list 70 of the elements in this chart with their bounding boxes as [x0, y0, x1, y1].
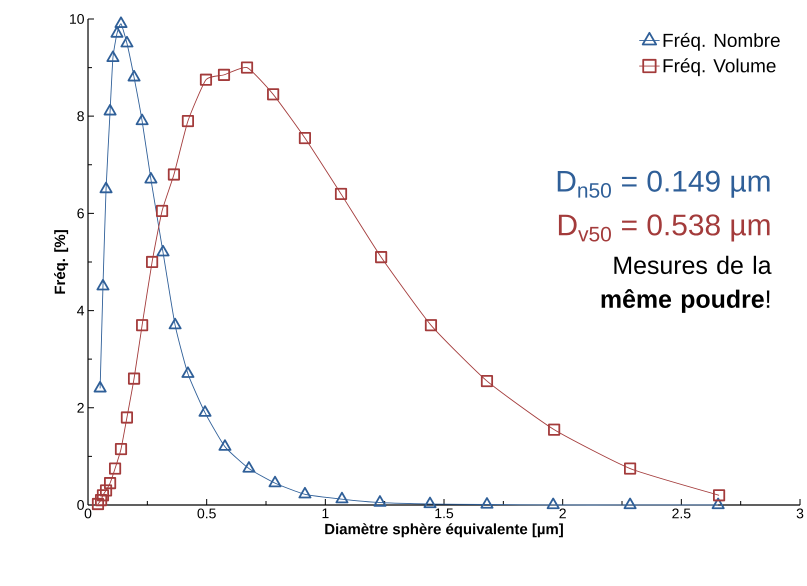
- point: [136, 319, 148, 332]
- point: [548, 424, 560, 436]
- point: [267, 88, 280, 100]
- y-tick-label: 2: [77, 402, 84, 413]
- point: [144, 172, 158, 184]
- point: [375, 251, 388, 264]
- y-axis-title: Fréq. [%]: [54, 230, 68, 294]
- y-tick-label: 10: [70, 14, 84, 24]
- point: [182, 114, 194, 128]
- point: [424, 496, 437, 508]
- point: [240, 62, 254, 74]
- point: [298, 486, 312, 498]
- point: [480, 497, 494, 509]
- x-tick-label: 1: [322, 508, 329, 518]
- point: [120, 36, 134, 48]
- point: [146, 256, 158, 268]
- point: [242, 461, 256, 473]
- point: [106, 50, 120, 62]
- point: [480, 374, 494, 388]
- point: [128, 372, 140, 385]
- point: [128, 70, 141, 82]
- x-tick-label: 0: [84, 508, 92, 518]
- point: [546, 498, 560, 510]
- x-axis-title: Diamètre sphère équivalente [µm]: [325, 523, 563, 538]
- point: [156, 244, 170, 256]
- y-tick-label: 8: [77, 111, 84, 122]
- point: [335, 492, 348, 504]
- point: [200, 74, 212, 86]
- legend-label: Fréq. Nombre: [664, 32, 780, 51]
- point: [120, 411, 134, 424]
- point: [712, 498, 725, 510]
- x-tick-label: 0.5: [198, 508, 216, 518]
- point: [94, 380, 107, 392]
- point: [114, 443, 128, 456]
- point: [168, 318, 182, 330]
- x-tick-label: 1.5: [435, 508, 454, 518]
- point: [373, 495, 386, 507]
- point: [104, 477, 116, 490]
- point: [96, 278, 110, 290]
- x-tick-label: 2.5: [672, 508, 690, 518]
- point: [156, 204, 168, 218]
- y-tick-label: 6: [77, 208, 84, 218]
- point: [100, 182, 113, 194]
- annotation: D$_{v50}$ = 0.538 µm: [558, 214, 770, 242]
- point: [100, 484, 112, 496]
- point: [218, 68, 230, 81]
- point: [298, 132, 312, 144]
- point: [624, 498, 637, 510]
- point: [713, 489, 726, 502]
- point: [110, 26, 124, 38]
- point: [136, 114, 149, 126]
- point: [334, 188, 348, 200]
- point: [104, 104, 117, 116]
- x-tick-label: 2: [560, 508, 566, 518]
- annotation: D$_{n50}$ = 0.149 µm: [558, 170, 770, 198]
- point: [114, 16, 128, 28]
- point: [624, 462, 636, 475]
- point: [181, 366, 194, 378]
- annotation: Mesures de la même poudre!: [602, 256, 772, 313]
- y-tick-label: 4: [77, 306, 84, 316]
- x-tick-label: 3: [796, 508, 804, 518]
- point: [198, 405, 212, 417]
- point: [268, 476, 282, 488]
- point: [92, 498, 104, 510]
- legend-label: Fréq. Volume: [664, 58, 776, 76]
- point: [168, 168, 180, 181]
- y-tick-label: 0: [77, 500, 84, 510]
- point: [218, 439, 232, 451]
- point: [424, 319, 438, 332]
- point: [108, 462, 122, 475]
